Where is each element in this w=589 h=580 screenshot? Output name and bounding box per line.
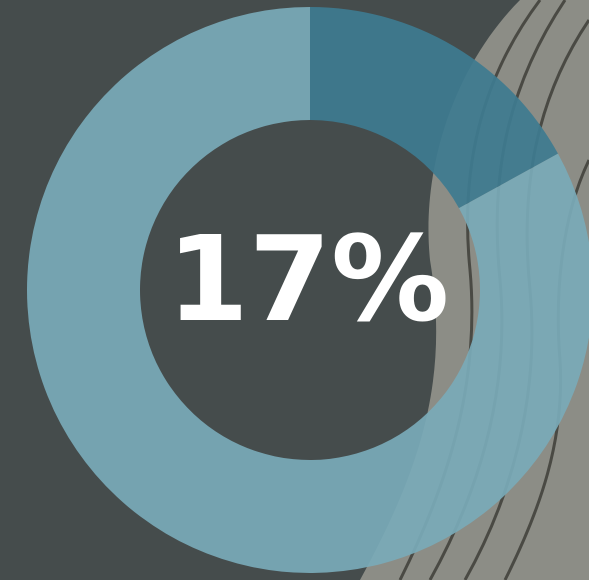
center-label: 17% — [167, 210, 449, 348]
chart: 17% — [0, 0, 589, 580]
page: 17% (() => { const data = JSON.parse(doc… — [0, 0, 589, 580]
